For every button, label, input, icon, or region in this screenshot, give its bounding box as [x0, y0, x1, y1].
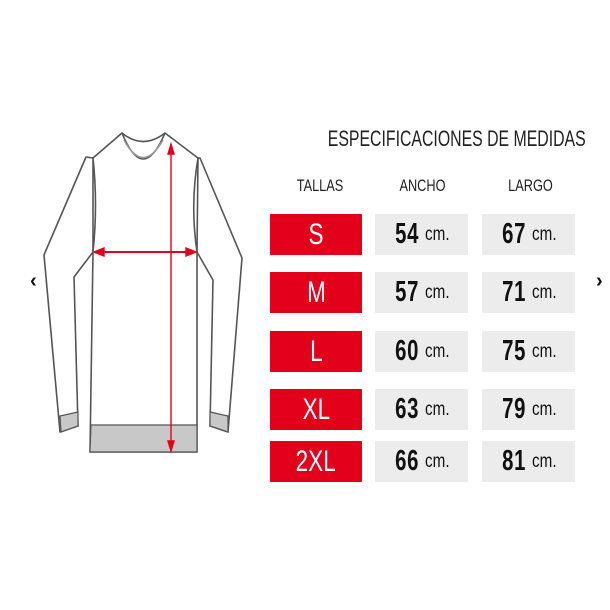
unit-label: cm. [425, 398, 450, 420]
size-cell: S [270, 214, 362, 255]
unit-label: cm. [532, 340, 557, 362]
size-label: 2XL [295, 444, 337, 478]
unit-label: cm. [532, 281, 557, 303]
arrow-right-icon [185, 246, 198, 258]
size-cell: M [270, 272, 362, 313]
unit-label: cm. [532, 398, 557, 420]
size-label: L [309, 334, 323, 368]
width-cell: 54 cm. [375, 214, 468, 255]
length-value: 71 [502, 276, 527, 308]
width-cell: 66 cm. [375, 441, 468, 482]
size-cell: 2XL [270, 441, 362, 482]
arrow-left-icon [92, 246, 105, 258]
header-size: TALLAS [296, 176, 344, 195]
width-cell: 63 cm. [375, 389, 468, 430]
unit-label: cm. [425, 450, 450, 472]
length-value: 75 [502, 335, 527, 367]
unit-label: cm. [532, 223, 557, 245]
chart-title: ESPECIFICACIONES DE MEDIDAS [327, 126, 586, 151]
size-label: S [308, 217, 324, 251]
measure-lines [92, 141, 198, 454]
size-label: XL [302, 392, 330, 426]
width-value: 66 [395, 445, 420, 477]
unit-label: cm. [425, 340, 450, 362]
width-cell: 60 cm. [375, 331, 468, 372]
arrow-up-icon [167, 141, 175, 155]
width-value: 63 [395, 393, 420, 425]
unit-label: cm. [425, 223, 450, 245]
carousel-prev-button[interactable]: ‹ [30, 270, 37, 292]
length-cell: 81 cm. [482, 441, 575, 482]
length-cell: 71 cm. [482, 272, 575, 313]
arrow-down-icon [167, 440, 175, 454]
unit-label: cm. [425, 281, 450, 303]
length-cell: 75 cm. [482, 331, 575, 372]
width-value: 54 [395, 218, 420, 250]
size-cell: L [270, 331, 362, 372]
length-cell: 67 cm. [482, 214, 575, 255]
sweater-outline [43, 132, 243, 453]
length-value: 81 [502, 445, 527, 477]
header-length: LARGO [508, 176, 553, 195]
length-value: 79 [502, 393, 527, 425]
header-width: ANCHO [399, 176, 446, 195]
sweater-diagram [43, 132, 243, 454]
unit-label: cm. [532, 450, 557, 472]
width-value: 60 [395, 335, 420, 367]
size-cell: XL [270, 389, 362, 430]
carousel-next-button[interactable]: › [596, 270, 603, 292]
width-cell: 57 cm. [375, 272, 468, 313]
size-label: M [306, 275, 326, 309]
length-value: 67 [502, 218, 527, 250]
width-value: 57 [395, 276, 420, 308]
length-cell: 79 cm. [482, 389, 575, 430]
